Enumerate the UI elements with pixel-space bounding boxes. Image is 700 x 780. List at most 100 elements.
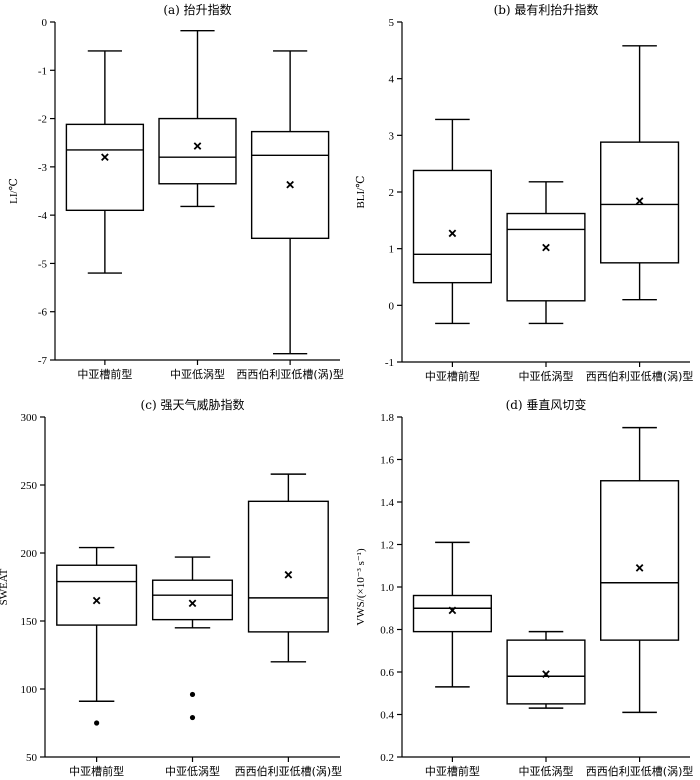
iqr-box	[151, 579, 234, 621]
y-tick-label: 0	[42, 17, 48, 29]
outlier-point	[189, 691, 196, 698]
iqr-box	[56, 564, 138, 626]
mean-marker-stroke	[635, 197, 644, 205]
box-2	[506, 630, 586, 709]
box-1	[56, 546, 138, 726]
iqr-box	[506, 212, 586, 302]
y-tick-label: 50	[26, 752, 38, 764]
category-label: 中亚低涡型	[165, 764, 220, 778]
y-tick-label: 1.8	[380, 412, 394, 424]
mean-marker-stroke	[193, 142, 202, 150]
mean-marker-stroke	[188, 599, 197, 608]
category-label: 西西伯利亚低槽(涡)型	[586, 764, 694, 778]
y-tick-label: 0	[389, 300, 395, 312]
mean-marker-stroke	[448, 229, 457, 238]
mean-marker-stroke	[92, 596, 101, 605]
y-tick-label: -7	[38, 355, 48, 367]
mean-marker-stroke	[448, 606, 457, 615]
mean-marker-stroke	[542, 670, 550, 678]
iqr-box	[506, 639, 586, 705]
category-label: 中亚槽前型	[425, 369, 480, 383]
mean-marker-stroke	[284, 570, 293, 579]
mean-marker-stroke	[542, 243, 550, 252]
chart-title: (c) 强天气威胁指数	[141, 397, 245, 412]
box-2	[158, 29, 237, 208]
y-tick-label: -2	[38, 114, 47, 126]
category-label: 中亚槽前型	[77, 367, 132, 381]
box-2	[151, 556, 234, 721]
category-label: 西西伯利亚低槽(涡)型	[236, 367, 344, 381]
mean-marker	[92, 596, 101, 605]
y-tick-label: 1.6	[380, 455, 394, 467]
box-3	[600, 426, 680, 714]
category-label: 西西伯利亚低槽(涡)型	[235, 764, 343, 778]
category-label: 中亚槽前型	[69, 764, 124, 778]
box-2	[506, 181, 586, 325]
iqr-box	[412, 594, 492, 633]
category-label: 中亚低涡型	[519, 764, 574, 778]
y-tick-label: 1.0	[380, 582, 394, 594]
y-tick-label: -5	[38, 258, 48, 270]
mean-marker-stroke	[286, 180, 294, 189]
mean-marker	[542, 243, 550, 252]
y-tick-label: 3	[389, 130, 395, 142]
outlier-point	[189, 714, 196, 721]
category-label: 西西伯利亚低槽(涡)型	[586, 369, 694, 383]
y-axis-label: SWEAT	[0, 568, 10, 605]
box-3	[600, 45, 680, 301]
category-label: 中亚槽前型	[425, 764, 480, 778]
y-tick-label: 0.4	[380, 710, 394, 722]
mean-marker	[635, 564, 644, 572]
chart-title: (a) 抬升指数	[163, 2, 231, 17]
y-tick-label: -1	[385, 357, 394, 369]
iqr-box	[65, 123, 145, 212]
chart-panel-2: (b) 最有利抬升指数 5 4 3 2 1 0 -1 BLI/℃ 中亚槽前型 中亚低涡型 西西伯利亚低…	[355, 2, 693, 383]
chart-title: (d) 垂直风切变	[506, 397, 587, 412]
y-tick-label: -3	[38, 162, 48, 174]
y-tick-label: 1.2	[380, 540, 394, 552]
chart-panel-1: (a) 抬升指数 0 -1 -2 -3 -4 -5 -6 -7 LI/℃ 中亚槽前型 中亚低涡型 西西伯…	[8, 2, 344, 381]
chart-panel-4: (d) 垂直风切变 1.8 1.6 1.4 1.2 1.0 0.8 0.6 0.4 0.2 VWS/…	[355, 397, 693, 778]
box-1	[65, 50, 145, 274]
category-label: 中亚低涡型	[170, 367, 225, 381]
mean-marker	[635, 197, 644, 205]
iqr-box	[247, 500, 329, 633]
y-tick-label: 150	[21, 616, 38, 628]
mean-marker	[284, 570, 293, 579]
y-tick-label: 100	[21, 684, 38, 696]
y-tick-label: 4	[389, 74, 395, 86]
y-axis-label: LI/℃	[8, 178, 20, 204]
y-tick-label: 0.8	[380, 625, 394, 637]
y-tick-label: 200	[21, 548, 38, 560]
mean-marker	[188, 599, 197, 608]
y-axis-label: BLI/℃	[355, 175, 367, 208]
iqr-box	[412, 169, 492, 284]
y-tick-label: -1	[38, 65, 47, 77]
y-tick-label: 5	[389, 17, 395, 29]
y-tick-label: 250	[21, 480, 38, 492]
box-3	[250, 50, 330, 355]
mean-marker	[542, 670, 550, 678]
box-1	[412, 541, 492, 688]
iqr-box	[600, 480, 680, 641]
chart-panel-3: (c) 强天气威胁指数 300 250 200 150 100 50 SWEAT 中亚槽前型 中亚…	[0, 397, 342, 778]
chart-title: (b) 最有利抬升指数	[494, 2, 599, 17]
iqr-box	[600, 141, 680, 264]
y-axis-label: VWS/(×10⁻³ s⁻¹)	[355, 548, 367, 626]
mean-marker	[448, 606, 457, 615]
y-tick-label: 0.6	[380, 667, 394, 679]
y-tick-label: 300	[21, 412, 38, 424]
y-tick-label: 1	[389, 244, 395, 256]
mean-marker	[101, 153, 109, 162]
y-tick-label: 0.2	[380, 752, 394, 764]
y-tick-label: 1.4	[380, 497, 394, 509]
y-tick-label: -6	[38, 307, 48, 319]
mean-marker-stroke	[635, 564, 644, 572]
category-label: 中亚低涡型	[519, 369, 574, 383]
mean-marker	[286, 180, 294, 189]
iqr-box	[158, 117, 237, 185]
mean-marker	[193, 142, 202, 150]
mean-marker-stroke	[101, 153, 109, 162]
box-3	[247, 473, 329, 663]
